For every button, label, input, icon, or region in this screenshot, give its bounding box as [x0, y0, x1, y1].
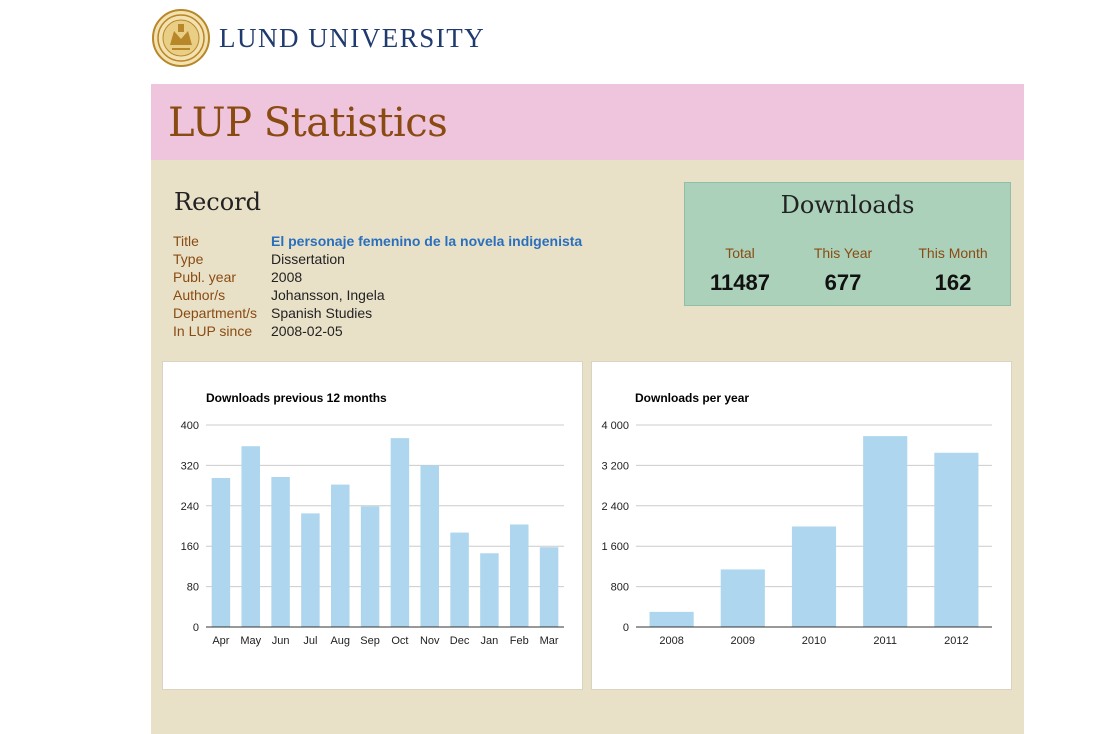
monthly-downloads-chart-svg: Downloads previous 12 months 0 80 160 240 320… — [181, 391, 564, 647]
meta-label: In LUP since — [173, 323, 253, 339]
x-tick-label: Apr — [212, 635, 229, 647]
meta-value: Dissertation — [271, 251, 345, 267]
page-banner: LUP Statistics — [151, 84, 1024, 160]
y-tick-label: 0 — [623, 622, 629, 634]
bar-sep — [360, 506, 380, 627]
bar-feb — [510, 524, 529, 627]
meta-label: Title — [173, 233, 199, 249]
y-tick-label: 800 — [611, 582, 629, 594]
y-tick-label: 160 — [181, 541, 199, 553]
downloads-month: This Month 162 — [898, 245, 1008, 296]
downloads-summary: Downloads Total 11487 This Year 677 This… — [684, 182, 1011, 306]
downloads-month-label: This Month — [918, 245, 988, 261]
bar-2008 — [649, 611, 694, 627]
bar-apr — [211, 478, 231, 627]
downloads-year-value: 677 — [824, 270, 862, 295]
bar-2010 — [791, 526, 837, 627]
x-tick-label: 2011 — [873, 635, 897, 647]
y-tick-label: 240 — [181, 501, 199, 513]
bar-jan — [480, 553, 499, 627]
x-tick-label: Nov — [420, 635, 440, 647]
x-tick-label: Jul — [303, 635, 317, 647]
header-logo[interactable]: LUND UNIVERSITY — [152, 9, 485, 67]
x-tick-label: Jun — [272, 635, 290, 647]
lund-university-seal-icon — [152, 9, 210, 67]
meta-row-departments: Department/s Spanish Studies — [173, 304, 582, 322]
x-tick-label: Feb — [510, 635, 529, 647]
bar-2009 — [720, 569, 765, 627]
chart-title: Downloads per year — [635, 391, 749, 405]
content-panel: Record Title El personaje femenino de la… — [151, 160, 1024, 734]
downloads-year: This Year 677 — [788, 245, 898, 296]
bar-jun — [271, 477, 290, 627]
x-tick-label: 2012 — [944, 635, 968, 647]
bar-aug — [331, 484, 350, 627]
record-metadata: Title El personaje femenino de la novela… — [173, 232, 582, 340]
x-tick-label: 2009 — [731, 635, 755, 647]
bar-2011 — [863, 436, 908, 627]
monthly-downloads-chart: Downloads previous 12 months 0 80 160 240 320… — [162, 361, 583, 690]
bar-jul — [301, 513, 320, 627]
x-tick-label: Dec — [450, 635, 470, 647]
yearly-downloads-chart-svg: Downloads per year 0 800 1 600 2 400 3 200 4 0… — [601, 391, 992, 647]
meta-value: 2008 — [271, 269, 303, 285]
meta-label: Type — [173, 251, 204, 267]
bar-2012 — [934, 452, 979, 627]
brand-name: LUND UNIVERSITY — [219, 22, 486, 53]
x-tick-label: Oct — [391, 635, 408, 647]
y-tick-label: 4 000 — [601, 420, 629, 432]
meta-value: 2008-02-05 — [271, 323, 343, 339]
record-heading: Record — [174, 188, 261, 216]
meta-label: Author/s — [173, 287, 226, 303]
y-tick-label: 80 — [187, 582, 199, 594]
meta-row-title: Title El personaje femenino de la novela… — [173, 232, 582, 250]
y-tick-label: 3 200 — [601, 460, 629, 472]
meta-row-year: Publ. year 2008 — [173, 268, 582, 286]
meta-value: Johansson, Ingela — [271, 287, 385, 303]
meta-row-authors: Author/s Johansson, Ingela — [173, 286, 582, 304]
downloads-total-value: 11487 — [710, 270, 770, 295]
yearly-downloads-chart: Downloads per year 0 800 1 600 2 400 3 200 4 0… — [591, 361, 1012, 690]
meta-label: Publ. year — [173, 269, 237, 285]
meta-row-lup-since: In LUP since 2008-02-05 — [173, 322, 582, 340]
bar-dec — [450, 532, 469, 627]
downloads-total-label: Total — [725, 245, 755, 261]
x-tick-label: Jan — [481, 635, 499, 647]
bar-may — [241, 446, 260, 627]
meta-label: Department/s — [173, 305, 258, 321]
x-tick-label: 2008 — [659, 635, 683, 647]
bar-oct — [390, 438, 410, 627]
page-title: LUP Statistics — [168, 100, 448, 146]
y-tick-label: 400 — [181, 420, 199, 432]
downloads-heading: Downloads — [780, 191, 915, 219]
meta-value: Spanish Studies — [271, 305, 373, 321]
x-tick-label: Sep — [360, 635, 380, 647]
y-tick-label: 0 — [193, 622, 199, 634]
y-tick-label: 2 400 — [601, 501, 629, 513]
x-tick-label: May — [240, 635, 261, 647]
downloads-year-label: This Year — [813, 245, 873, 261]
record-title-link[interactable]: El personaje femenino de la novela indig… — [271, 233, 583, 249]
x-tick-label: Mar — [540, 635, 559, 647]
downloads-total: Total 11487 — [685, 245, 795, 296]
downloads-month-value: 162 — [934, 270, 972, 295]
y-tick-label: 320 — [181, 460, 199, 472]
x-tick-label: 2010 — [802, 635, 826, 647]
bar-mar — [539, 547, 559, 627]
bar-nov — [420, 465, 439, 627]
x-tick-label: Aug — [330, 635, 350, 647]
y-tick-label: 1 600 — [601, 541, 629, 553]
meta-row-type: Type Dissertation — [173, 250, 582, 268]
chart-title: Downloads previous 12 months — [206, 391, 387, 405]
